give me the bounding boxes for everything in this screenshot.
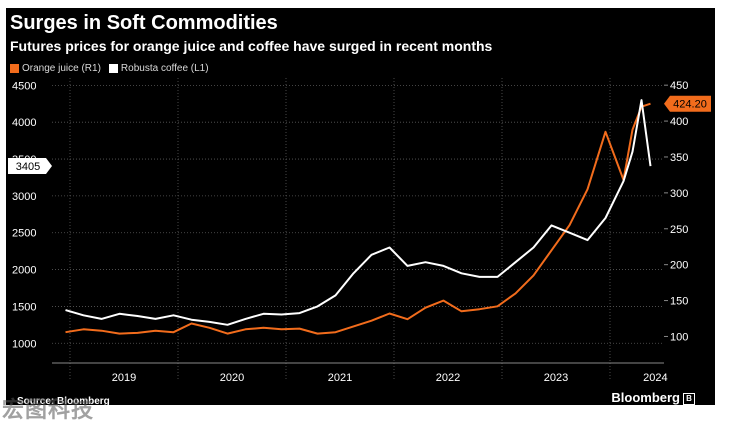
right-tick-label: 450 — [670, 80, 688, 92]
brand-name: Bloomberg — [611, 390, 680, 405]
left-tick-label: 1000 — [12, 338, 36, 350]
right-tick-label: 200 — [670, 260, 688, 272]
legend-item-orange-juice: Orange juice (R1) — [10, 63, 101, 74]
watermark-text: 宏图科技 — [2, 397, 95, 422]
legend-swatch-orange-juice — [10, 64, 19, 73]
left-tick-label: 3000 — [12, 191, 36, 203]
left-tick-label: 2500 — [12, 228, 36, 240]
series-line-orange-juice — [65, 102, 651, 335]
legend-swatch-robusta-coffee — [108, 64, 118, 73]
x-tick-label: 2020 — [220, 372, 244, 384]
chart-title: Surges in Soft Commodities — [10, 12, 278, 34]
x-tick-label: 2023 — [544, 372, 568, 384]
x-tick-label: 2024 — [643, 372, 667, 384]
right-tick-label: 100 — [670, 331, 688, 343]
legend-label-orange-juice: Orange juice (R1) — [22, 63, 101, 74]
last-value-badge-left — [8, 158, 52, 175]
x-tick-label: 2022 — [436, 372, 460, 384]
right-tick-label: 300 — [670, 188, 688, 200]
bloomberg-square-icon: B — [683, 393, 695, 405]
left-tick-label: 4500 — [12, 80, 36, 92]
last-value-label-left: 3405 — [16, 161, 40, 173]
last-value-label-right: 424.20 — [673, 99, 707, 111]
legend-item-robusta-coffee: Robusta coffee (L1) — [108, 63, 209, 74]
bloomberg-logo: Bloomberg B — [611, 390, 695, 405]
left-tick-label: 2000 — [12, 265, 36, 277]
last-value-badge-right — [664, 95, 711, 112]
legend-label-robusta-coffee: Robusta coffee (L1) — [120, 63, 209, 74]
chart-subtitle: Futures prices for orange juice and coff… — [10, 38, 493, 54]
x-tick-label: 2021 — [328, 372, 352, 384]
x-tick-label: 2019 — [112, 372, 136, 384]
right-tick-label: 400 — [670, 116, 688, 128]
source-note: Source: Bloomberg — [17, 396, 110, 407]
right-tick-label: 350 — [670, 152, 688, 164]
chart-legend: Orange juice (R1) Robusta coffee (L1) — [10, 63, 217, 74]
series-line-robusta-coffee — [65, 99, 652, 326]
left-tick-label: 4000 — [12, 117, 36, 129]
right-tick-label: 150 — [670, 296, 688, 308]
chart-panel: Surges in Soft Commodities Futures price… — [6, 8, 715, 407]
left-tick-label: 1500 — [12, 301, 36, 313]
right-tick-label: 250 — [670, 224, 688, 236]
